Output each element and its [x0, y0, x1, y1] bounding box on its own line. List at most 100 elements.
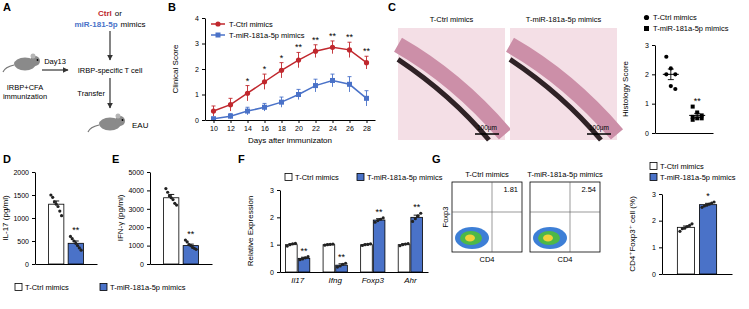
plot-area [286, 212, 423, 272]
data-point [211, 116, 216, 120]
bar [373, 220, 385, 272]
tick: 1 [195, 91, 205, 98]
error-bar [697, 113, 698, 117]
bar [298, 258, 310, 272]
tick: 18 [278, 120, 286, 132]
error-cap [668, 69, 674, 70]
bar-chart: 0123Il17IfngFoxp3AhrRelative Expression*… [246, 187, 429, 285]
panel-label: F [238, 153, 245, 165]
tick-label: 3000 [128, 206, 144, 213]
legend: T-Ctrl mimicsT-miR-181a-5p mimics [285, 173, 443, 182]
data-point [211, 108, 216, 113]
series-line [214, 47, 367, 111]
legend-label: T-miR-181a-5p mimics [653, 24, 729, 33]
tick-label: 28 [363, 125, 371, 132]
arrow [109, 31, 110, 60]
axis-title: IFN-γ (pg/ml) [116, 194, 125, 241]
axis-line [281, 272, 429, 273]
data-point [228, 102, 233, 107]
tick: 3000 [128, 206, 150, 213]
data-point [186, 240, 189, 243]
panel-label: E [112, 153, 119, 165]
bar [398, 245, 410, 272]
tick-mark [652, 133, 655, 134]
line-chart: 0123410121416182022242628Days after immu… [171, 15, 376, 145]
tick-label: 22 [312, 125, 320, 132]
tick-label: 4000 [128, 187, 144, 194]
tick: 1000 [13, 215, 35, 222]
label: T-miR-181a-5p mimics [526, 15, 602, 24]
data-point [379, 218, 382, 221]
panel-label: C [388, 1, 396, 13]
tick: 2 [645, 71, 655, 78]
dot-plot: 0123Histology Score** [621, 42, 714, 137]
arrow [109, 78, 110, 108]
significance: ** [295, 42, 303, 52]
tick-label: 1000 [13, 215, 29, 222]
bar [336, 265, 348, 272]
tick: 1 [645, 100, 655, 107]
axis-line [151, 264, 213, 265]
data-point [330, 45, 335, 50]
tick-label: 0 [270, 269, 274, 276]
bar [411, 217, 423, 272]
bar [68, 243, 83, 264]
data-point [366, 243, 369, 246]
tick-mark [659, 221, 662, 222]
bar [323, 245, 335, 272]
data-point [330, 78, 335, 83]
tick-mark [316, 120, 317, 123]
legend-marker [100, 284, 107, 291]
data-point [401, 243, 404, 246]
legend-label: T-miR-181a-5p mimics [660, 173, 736, 182]
legend-label: T-miR-181a-5p mimics [229, 31, 305, 40]
tick-mark [202, 95, 205, 96]
legend-marker [650, 174, 657, 181]
legend-label: T-Ctrl mimics [295, 173, 339, 182]
axis-line [280, 191, 281, 273]
tick-label: Ahr [403, 276, 417, 285]
tick-mark [147, 172, 150, 173]
tick-label: 20 [295, 125, 303, 132]
axis [656, 133, 714, 135]
legend-label: T-Ctrl mimics [229, 20, 273, 29]
data-point [364, 60, 369, 65]
arrow [42, 69, 68, 70]
tick-label: 0 [195, 117, 199, 124]
bar [699, 205, 716, 274]
axis [36, 264, 98, 266]
label: mimics [121, 20, 146, 29]
data-point [329, 243, 332, 246]
diagram: IRBP+CFAimmunizationDay13CtrlormiR-181-5… [3, 9, 149, 132]
data-point [323, 244, 326, 247]
label: Ctrlor [98, 9, 122, 18]
tick: Ahr [403, 272, 417, 285]
mouse-icon [3, 54, 40, 73]
legend-marker [216, 33, 221, 38]
axis: 010002000300040005000 [128, 169, 150, 268]
legend-label: T-Ctrl mimics [653, 13, 697, 22]
tick-label: 2 [270, 214, 274, 221]
label: miR-181-5pmimics [74, 20, 145, 29]
data-point [58, 210, 61, 213]
series-line [214, 80, 367, 118]
axis-line [663, 274, 733, 275]
tick-mark [333, 120, 334, 123]
tick: 0 [195, 117, 205, 124]
tick-mark [652, 74, 655, 75]
data-point [326, 243, 329, 246]
tick: 3 [652, 191, 662, 198]
data-point [673, 87, 677, 91]
axis: 0123 [270, 187, 280, 276]
data-point [298, 258, 301, 261]
data-point [294, 242, 297, 245]
legend-marker [644, 26, 649, 31]
error-cap [365, 90, 369, 91]
tick-label: 3 [645, 42, 649, 49]
panel-label: D [3, 153, 11, 165]
data-point [296, 92, 301, 97]
data-point [376, 219, 379, 222]
tick: 500 [17, 238, 35, 245]
tick-mark [214, 120, 215, 123]
tick: 16 [261, 120, 269, 132]
